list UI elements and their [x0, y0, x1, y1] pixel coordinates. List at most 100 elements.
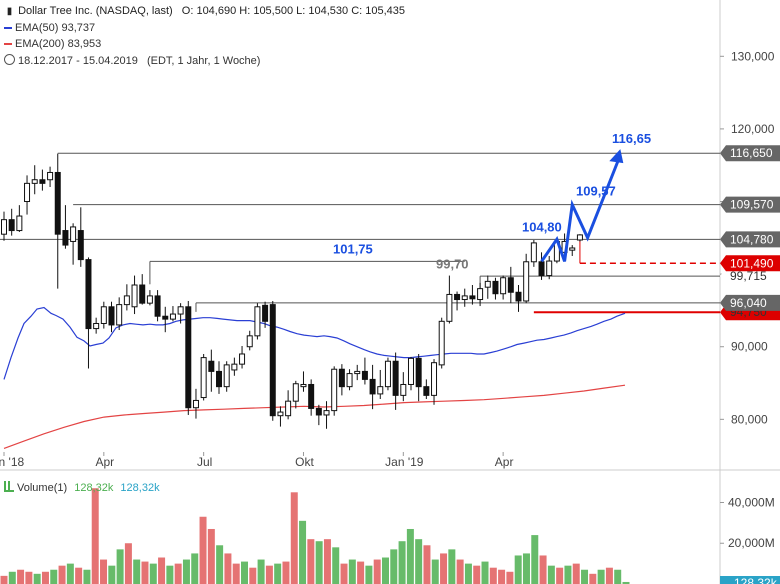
ema200-line[interactable]: [3, 384, 626, 449]
candle-down[interactable]: [39, 179, 46, 184]
candle-down[interactable]: [454, 293, 461, 301]
volume-bar[interactable]: [506, 571, 514, 584]
candle-up[interactable]: [438, 320, 445, 366]
volume-bar[interactable]: [622, 581, 630, 584]
candle-up[interactable]: [93, 322, 100, 330]
price-level-badge[interactable]: [720, 294, 780, 311]
volume-bar[interactable]: [581, 569, 589, 584]
candle-down[interactable]: [154, 295, 161, 317]
volume-bar[interactable]: [17, 569, 25, 584]
candle-up[interactable]: [400, 383, 407, 396]
candle-up[interactable]: [70, 226, 77, 242]
volume-bar[interactable]: [514, 555, 522, 584]
volume-bar[interactable]: [614, 569, 622, 584]
volume-bar[interactable]: [41, 571, 49, 584]
volume-bar[interactable]: [241, 561, 249, 584]
candle-down[interactable]: [139, 284, 146, 304]
volume-bar[interactable]: [282, 561, 290, 584]
volume-bar[interactable]: [381, 557, 389, 584]
ema50-legend[interactable]: EMA(50) 93,737: [4, 22, 95, 34]
volume-bar[interactable]: [149, 563, 157, 584]
candle-up[interactable]: [123, 295, 130, 306]
candle-down[interactable]: [423, 386, 430, 396]
candle-up[interactable]: [285, 400, 292, 417]
ema200-legend[interactable]: EMA(200) 83,953: [4, 38, 101, 50]
candle-down[interactable]: [208, 360, 215, 372]
candle-up[interactable]: [569, 247, 576, 251]
volume-bar[interactable]: [66, 563, 74, 584]
volume-bar[interactable]: [556, 567, 564, 584]
volume-bar[interactable]: [390, 549, 398, 584]
volume-bar[interactable]: [357, 561, 365, 584]
price-level-badge[interactable]: [720, 196, 780, 213]
candle-up[interactable]: [292, 383, 299, 402]
candle-down[interactable]: [492, 280, 499, 295]
candle-up[interactable]: [484, 280, 491, 288]
candle-up[interactable]: [461, 295, 468, 301]
volume-bar[interactable]: [0, 575, 8, 584]
volume-bar[interactable]: [473, 565, 481, 584]
volume-bar[interactable]: [464, 563, 472, 584]
candle-up[interactable]: [31, 179, 38, 184]
volume-bar[interactable]: [75, 567, 83, 584]
volume-bar[interactable]: [323, 539, 331, 584]
candle-up[interactable]: [446, 293, 453, 322]
volume-bar[interactable]: [232, 563, 240, 584]
volume-bar[interactable]: [224, 553, 232, 584]
candle-up[interactable]: [146, 295, 153, 304]
candle-up[interactable]: [346, 373, 353, 388]
candle-down[interactable]: [8, 219, 15, 232]
volume-bar[interactable]: [83, 569, 91, 584]
ema50-line[interactable]: [3, 306, 626, 380]
volume-bar[interactable]: [91, 488, 99, 584]
volume-last-badge[interactable]: [720, 576, 780, 584]
volume-bar[interactable]: [597, 569, 605, 584]
candle-down[interactable]: [308, 383, 315, 409]
volume-bar[interactable]: [108, 565, 116, 584]
candle-up[interactable]: [277, 411, 284, 417]
candle-up[interactable]: [500, 277, 507, 295]
volume-bar[interactable]: [158, 557, 166, 584]
candle-up[interactable]: [354, 370, 361, 375]
candle-up[interactable]: [477, 288, 484, 301]
candle-up[interactable]: [530, 242, 537, 263]
volume-bar[interactable]: [498, 569, 506, 584]
price-level-badge[interactable]: [720, 268, 780, 285]
candle-up[interactable]: [377, 386, 384, 395]
volume-bar[interactable]: [174, 563, 182, 584]
volume-bar[interactable]: [481, 561, 489, 584]
volume-bar[interactable]: [182, 559, 190, 584]
volume-bar[interactable]: [440, 553, 448, 584]
candle-down[interactable]: [54, 171, 61, 235]
candle-down[interactable]: [369, 378, 376, 395]
volume-bar[interactable]: [141, 561, 149, 584]
candle-up[interactable]: [47, 171, 54, 181]
candle-up[interactable]: [323, 410, 330, 416]
volume-bar[interactable]: [332, 547, 340, 584]
volume-bar[interactable]: [448, 549, 456, 584]
candle-up[interactable]: [200, 357, 207, 399]
volume-bar[interactable]: [406, 528, 414, 584]
volume-bar[interactable]: [531, 535, 539, 584]
candle-up[interactable]: [223, 364, 230, 388]
candle-down[interactable]: [338, 368, 345, 388]
volume-bar[interactable]: [8, 571, 16, 584]
candle-up[interactable]: [331, 368, 338, 412]
volume-bar[interactable]: [489, 567, 497, 584]
volume-bar[interactable]: [315, 541, 323, 584]
candle-up[interactable]: [116, 304, 123, 326]
candle-up[interactable]: [523, 261, 530, 302]
candle-up[interactable]: [576, 234, 583, 241]
candle-up[interactable]: [546, 260, 553, 277]
volume-bar[interactable]: [423, 545, 431, 584]
candle-down[interactable]: [538, 261, 545, 277]
candle-down[interactable]: [85, 259, 92, 330]
candle-up[interactable]: [131, 284, 138, 308]
candle-down[interactable]: [361, 370, 368, 380]
candle-up[interactable]: [246, 335, 253, 348]
volume-bar[interactable]: [456, 559, 464, 584]
candle-down[interactable]: [469, 295, 476, 300]
volume-bar[interactable]: [340, 563, 348, 584]
candle-up[interactable]: [177, 306, 184, 315]
candle-up[interactable]: [254, 306, 261, 337]
